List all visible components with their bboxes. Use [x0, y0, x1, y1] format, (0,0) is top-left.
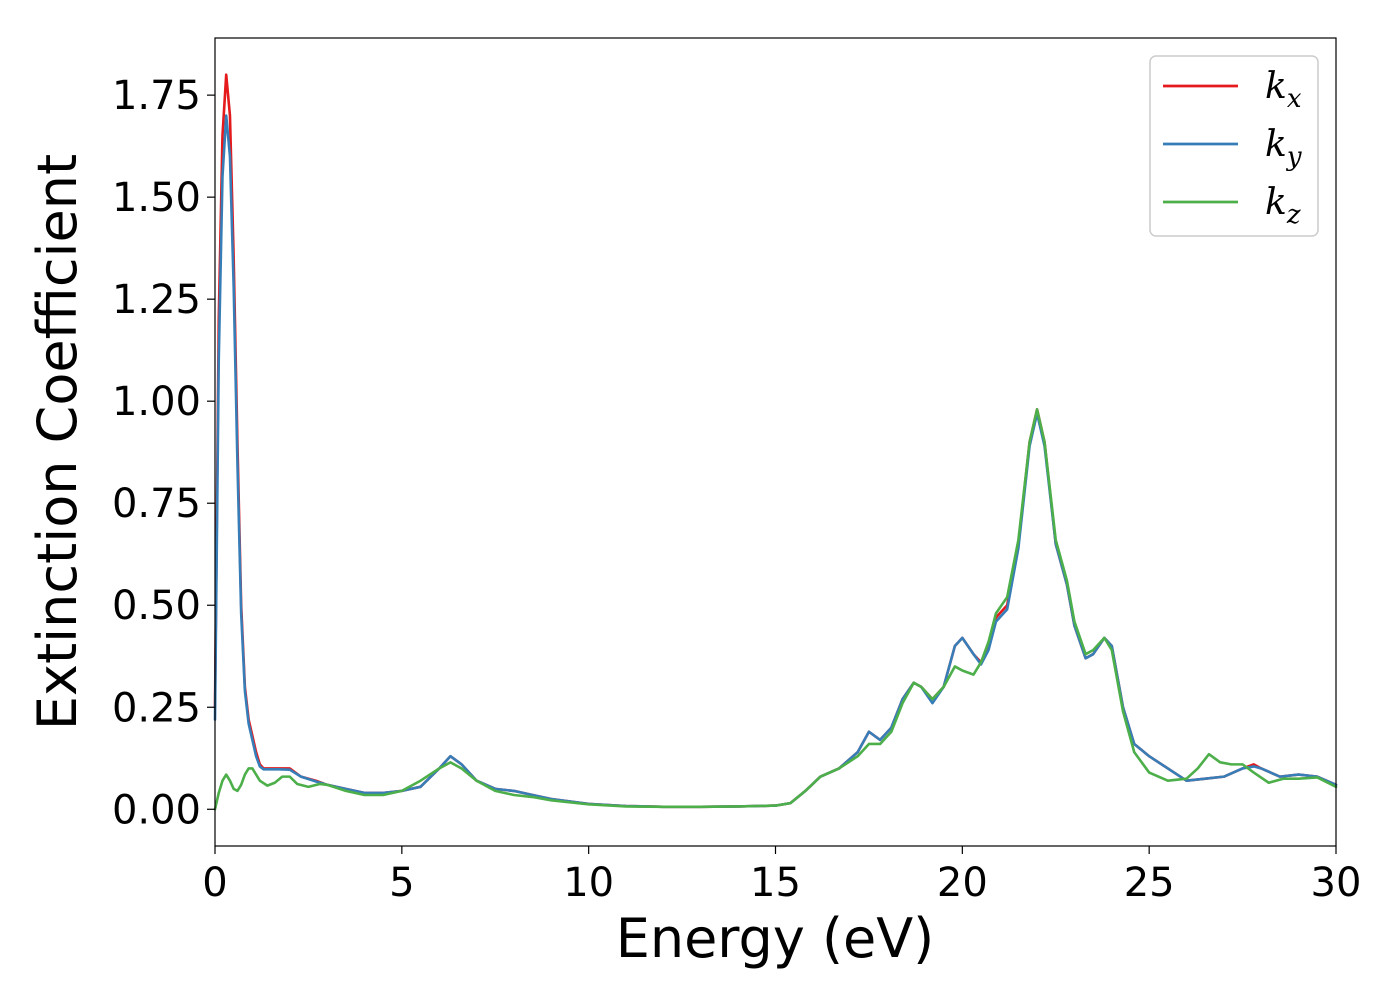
legend-label-y: ky	[1265, 124, 1302, 172]
y-tick-label: 0.00	[112, 787, 201, 833]
series-layer	[213, 73, 1338, 811]
y-tick-label: 0.50	[112, 583, 201, 629]
x-tick-label: 5	[389, 860, 414, 906]
legend-label-x: kx	[1265, 66, 1302, 114]
y-axis-ticks: 0.00 0.25 0.50 0.75 1.00 1.25 1.50 1.75	[112, 73, 215, 833]
x-tick-label: 0	[202, 860, 227, 906]
x-axis-label: Energy (eV)	[616, 907, 935, 970]
x-tick-label: 30	[1311, 860, 1362, 906]
legend-entries: kx ky kz	[1163, 66, 1302, 230]
y-tick-label: 0.25	[112, 685, 201, 731]
y-axis-label: Extinction Coefficient	[26, 154, 89, 730]
x-tick-label: 20	[937, 860, 988, 906]
y-tick-label: 0.75	[112, 481, 201, 527]
y-tick-label: 1.75	[112, 73, 201, 119]
legend: kx ky kz	[1149, 55, 1319, 237]
legend-box	[1149, 55, 1319, 237]
y-tick-label: 1.25	[112, 277, 201, 323]
legend-label-z: kz	[1265, 182, 1301, 230]
series-line-z	[213, 408, 1338, 811]
x-tick-label: 25	[1124, 860, 1175, 906]
plot-area	[215, 38, 1336, 846]
x-tick-label: 15	[750, 860, 801, 906]
x-tick-label: 10	[563, 860, 614, 906]
y-tick-label: 1.00	[112, 379, 201, 425]
y-tick-label: 1.50	[112, 175, 201, 221]
x-axis-ticks: 0 5 10 15 20 25 30	[202, 846, 1361, 906]
